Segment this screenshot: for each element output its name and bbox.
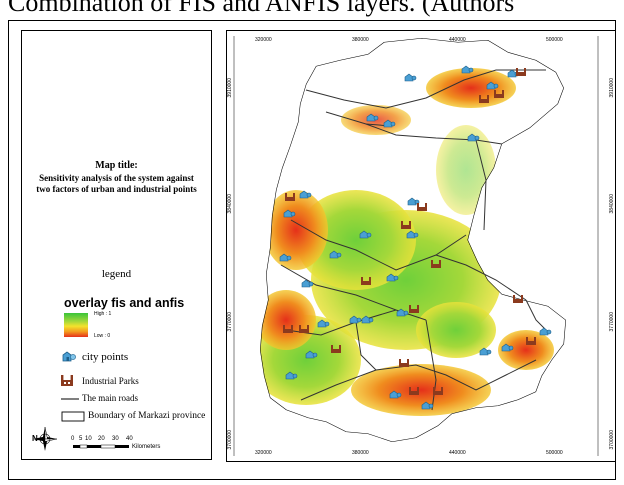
boundary-box-icon: [61, 411, 85, 422]
city-point-icon: [62, 351, 76, 362]
map-title-line2: two factors of urban and industrial poin…: [36, 184, 197, 194]
legend-heading: legend: [101, 268, 132, 280]
scale-bar: [73, 444, 129, 449]
coord-right-4: 3700000: [609, 430, 615, 450]
figure-caption: Combination of FIS and ANFIS layers. (Au…: [0, 0, 624, 20]
coord-left-3: 3770000: [227, 312, 233, 332]
caption-text: Combination of FIS and ANFIS layers. (Au…: [8, 0, 515, 17]
coord-right-2: 3840000: [609, 194, 615, 214]
suitability-raster: [260, 38, 566, 442]
scale-tick-30: 30: [112, 436, 119, 442]
coord-top-2: 380000: [352, 37, 369, 43]
coord-right-3: 3770000: [609, 312, 615, 332]
map-title-heading: Map title:: [95, 160, 138, 171]
legend-label-boundary: Boundary of Markazi province: [88, 411, 206, 421]
coord-left-4: 3700000: [227, 430, 233, 450]
coord-bottom-4: 500000: [546, 450, 563, 456]
coordinate-grid: [233, 36, 599, 456]
province-boundary: [260, 38, 566, 442]
scale-tick-10: 10: [85, 436, 92, 442]
coord-top-1: 320000: [255, 37, 272, 43]
coord-left-1: 3910000: [227, 78, 233, 98]
coord-top-3: 440000: [449, 37, 466, 43]
legend-label-industrial-parks: Industrial Parks: [82, 376, 139, 386]
legend-panel: [21, 30, 212, 460]
city-points: [279, 65, 552, 410]
coord-bottom-1: 320000: [255, 450, 272, 456]
coord-right-1: 3910000: [609, 78, 615, 98]
coord-bottom-2: 380000: [352, 450, 369, 456]
north-arrow-icon: [33, 426, 58, 451]
scale-tick-40: 40: [126, 436, 133, 442]
scale-tick-20: 20: [98, 436, 105, 442]
province-map: [233, 36, 599, 456]
industrial-parks: [283, 68, 536, 395]
scale-tick-5: 5: [79, 436, 83, 442]
color-ramp: [64, 313, 88, 337]
coord-bottom-3: 440000: [449, 450, 466, 456]
scale-unit: Kilometers: [132, 444, 161, 450]
ramp-low-label: Low : 0: [94, 333, 111, 339]
legend-label-city-points: city points: [82, 351, 129, 363]
legend-label-main-roads: The main roads: [82, 393, 138, 403]
coord-top-4: 500000: [546, 37, 563, 43]
main-roads: [280, 69, 547, 411]
overlay-legend-title: overlay fis and anfis: [64, 296, 185, 310]
north-letter: N: [32, 434, 38, 443]
scale-tick-0: 0: [71, 436, 75, 442]
ramp-high-label: High : 1: [94, 311, 112, 317]
map-title-line1: Sensitivity analysis of the system again…: [39, 173, 194, 183]
coord-left-2: 3840000: [227, 194, 233, 214]
industrial-park-icon: [61, 375, 73, 386]
